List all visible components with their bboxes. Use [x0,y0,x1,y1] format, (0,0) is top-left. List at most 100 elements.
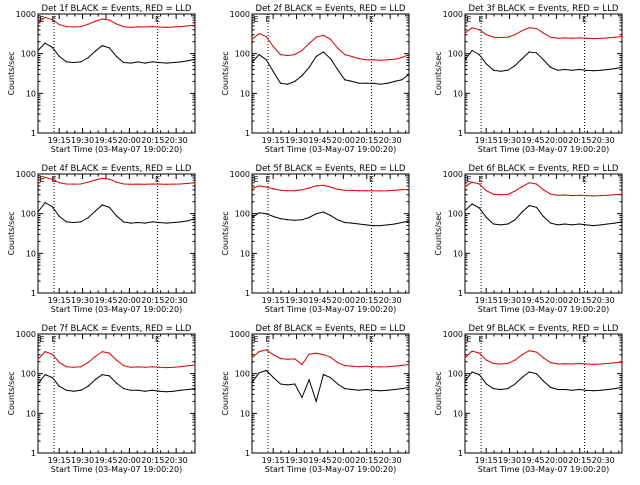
y-tick-label: 1 [458,289,463,298]
data-point-lld [65,183,68,185]
data-point-lld [165,183,168,185]
data-point-events [37,383,39,385]
x-tick-label: 20:00 [118,296,141,305]
data-point-lld [578,362,580,365]
y-tick-label: 1 [31,449,36,458]
data-point-lld [401,364,403,366]
data-point-lld [464,32,466,34]
data-point-lld [294,54,296,56]
data-point-events [187,388,189,391]
data-point-lld [478,29,480,31]
plot-frame [37,173,196,294]
series-line-events [251,211,410,227]
data-point-events [194,58,196,60]
y-tick-label: 10 [453,249,463,258]
data-point-lld [94,179,96,181]
x-tick-label: 19:15 [48,456,71,465]
data-point-events [358,389,360,391]
data-point-lld [564,194,566,196]
data-point-lld [58,182,61,184]
data-point-events [485,216,487,219]
data-point-lld [351,55,353,58]
data-point-lld [379,190,382,192]
x-tick-label: 20:15 [141,136,164,145]
data-point-events [65,389,68,391]
data-point-events [151,61,153,63]
data-point-lld [585,195,587,197]
data-point-events [550,386,552,388]
y-tick-label: 10 [240,249,250,258]
data-point-events [101,45,103,47]
x-tick-label: 19:15 [262,296,285,305]
event-marker-label: E [253,335,258,344]
y-axis-label: Counts/sec [221,371,230,415]
data-point-events [258,212,260,214]
event-marker-label: E [466,335,471,344]
data-point-lld [322,184,324,186]
data-point-lld [521,186,523,188]
y-axis-label: Counts/sec [434,51,443,95]
data-point-events [123,61,125,64]
x-tick-label: 19:30 [71,456,94,465]
data-point-lld [329,186,332,188]
data-point-events [528,205,530,207]
data-point-lld [44,176,46,178]
data-point-lld [471,350,473,352]
data-point-events [101,374,103,376]
data-point-lld [351,365,353,367]
data-point-lld [37,180,39,182]
x-tick-label: 19:15 [48,136,71,145]
data-point-lld [173,26,175,28]
data-point-events [294,383,296,385]
data-point-lld [315,36,317,38]
y-axis-label: Counts/sec [7,371,16,415]
event-marker-label: E [479,335,484,344]
data-point-lld [344,189,346,191]
y-tick-label: 1 [31,289,36,298]
data-point-lld [58,362,61,364]
data-point-lld [550,36,552,38]
series-line-events [251,51,410,85]
data-point-lld [187,182,189,184]
data-point-lld [358,190,360,192]
data-point-events [564,68,566,71]
event-marker-label: E [466,175,471,184]
event-marker-label: E [39,175,44,184]
data-point-lld [180,183,182,185]
data-point-events [151,221,153,223]
event-marker-label: E [369,335,374,344]
x-tick-label: 20:15 [568,136,591,145]
x-tick-label: 20:30 [165,456,188,465]
data-point-lld [123,183,125,185]
data-point-events [329,376,332,379]
data-point-lld [401,189,403,191]
data-point-lld [614,362,616,364]
data-point-lld [180,366,182,368]
data-point-events [258,372,260,374]
data-point-lld [471,181,473,183]
y-tick-label: 100 [235,370,250,379]
event-marker-label: E [253,15,258,24]
data-point-lld [144,183,146,185]
data-point-lld [44,351,46,353]
data-point-events [165,222,168,224]
data-point-lld [621,36,623,38]
data-point-lld [592,195,595,197]
data-point-events [251,381,253,384]
x-tick-label: 19:30 [498,296,521,305]
data-point-lld [108,19,110,21]
data-point-lld [137,183,139,185]
data-point-events [535,373,538,375]
data-point-events [478,207,480,209]
data-point-lld [557,363,559,365]
data-point-events [322,211,324,213]
data-point-lld [535,351,538,353]
data-point-events [322,51,324,53]
data-point-lld [80,26,82,28]
data-point-events [387,389,389,391]
data-point-lld [408,188,410,190]
detector-panel-7: Det 7f BLACK = Events, RED = LLD 1 10 100 10… [7,324,196,474]
series-line-lld [37,176,196,185]
data-point-lld [464,357,466,359]
